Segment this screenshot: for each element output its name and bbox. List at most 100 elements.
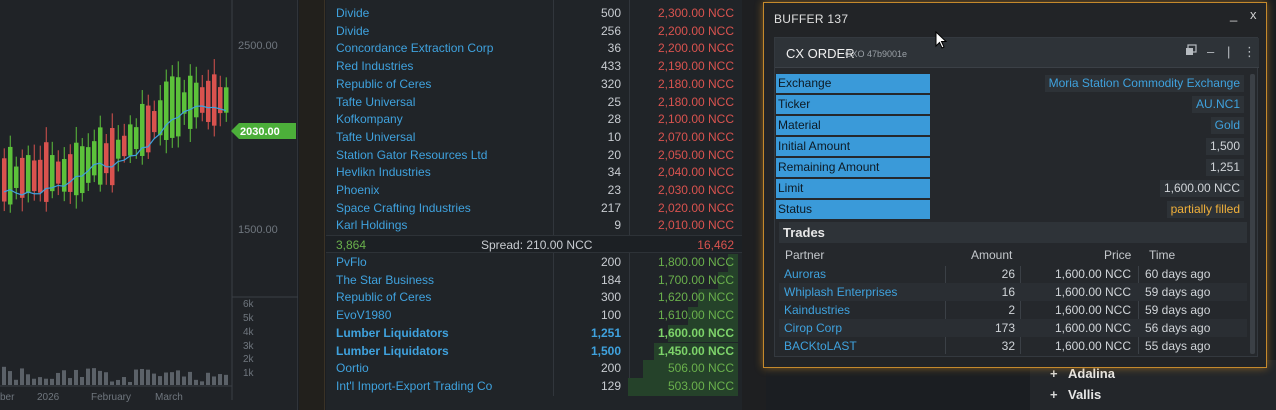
collapse-icon[interactable]: –: [1207, 44, 1215, 59]
minimize-button[interactable]: _: [1230, 7, 1238, 22]
volume-bar: [98, 370, 102, 385]
ask-row[interactable]: Phoenix 23 2,030.00 NCC: [326, 182, 742, 200]
company-name[interactable]: PvFlo: [336, 255, 367, 269]
ask-row[interactable]: Tafte Universal 10 2,070.00 NCC: [326, 129, 742, 147]
bid-row[interactable]: Lumber Liquidators 1,251 1,600.00 NCC: [326, 324, 742, 343]
quantity: 200: [600, 361, 621, 376]
company-name[interactable]: Red Industries: [336, 59, 414, 74]
company-name[interactable]: Republic of Ceres: [336, 290, 432, 305]
ask-row[interactable]: Divide 500 2,300.00 NCC: [326, 5, 742, 23]
ask-row[interactable]: Kofkompany 28 2,100.00 NCC: [326, 111, 742, 129]
trade-partner[interactable]: Kaindustries: [784, 303, 851, 317]
company-name[interactable]: Kofkompany: [336, 112, 403, 127]
volume-bar: [32, 378, 36, 385]
ask-row[interactable]: Karl Holdings 9 2,010.00 NCC: [326, 217, 742, 235]
more-options-icon[interactable]: ⋮: [1243, 44, 1256, 59]
bid-total: 3,864: [336, 238, 367, 252]
field-row-material: Material Gold: [775, 116, 1247, 135]
list-item-vallis[interactable]: + Vallis: [1050, 385, 1101, 405]
ask-row[interactable]: Red Industries 433 2,190.00 NCC: [326, 58, 742, 76]
trade-partner[interactable]: BACKtoLAST: [784, 339, 857, 353]
ask-row[interactable]: Republic of Ceres 320 2,180.00 NCC: [326, 76, 742, 94]
trade-time: 60 days ago: [1145, 267, 1211, 281]
quantity: 20: [607, 147, 621, 162]
quantity: 256: [600, 23, 621, 38]
bid-row[interactable]: Lumber Liquidators 1,500 1,450.00 NCC: [326, 342, 742, 361]
company-name[interactable]: Phoenix: [336, 183, 380, 197]
field-value: partially filled: [1166, 201, 1244, 218]
price-chart[interactable]: 2500.00 1500.00 2030.00 6k 5k 4k 3k 2k 1…: [0, 0, 298, 410]
quantity: 184: [600, 272, 621, 287]
list-item-label: Vallis: [1068, 387, 1102, 402]
company-name[interactable]: Republic of Ceres: [336, 76, 432, 91]
expand-icon[interactable]: +: [1050, 387, 1058, 402]
company-name[interactable]: EvoV1980: [336, 308, 392, 323]
ask-total: 16,462: [697, 238, 734, 252]
company-name[interactable]: Divide: [336, 6, 370, 20]
scrollbar[interactable]: [1250, 74, 1255, 354]
field-value[interactable]: AU.NC1: [1191, 96, 1244, 113]
ask-row[interactable]: Concordance Extraction Corp 36 2,200.00 NC…: [326, 40, 742, 58]
expand-icon[interactable]: +: [1050, 366, 1058, 381]
field-row-initial-amount: Initial Amount 1,500: [775, 137, 1247, 156]
volume-bar: [134, 369, 138, 385]
list-item-adalina[interactable]: + Adalina: [1050, 364, 1115, 384]
cx-order-id: CXO 47b9001e: [845, 49, 908, 59]
company-name[interactable]: Lumber Liquidators: [336, 343, 449, 358]
price: 1,800.00 NCC: [657, 255, 734, 269]
company-name[interactable]: Karl Holdings: [336, 218, 408, 233]
field-row-limit: Limit 1,600.00 NCC: [775, 179, 1247, 198]
volume-bar: [194, 379, 198, 385]
ask-row[interactable]: Hevlikn Industries 34 2,040.00 NCC: [326, 164, 742, 182]
field-value[interactable]: Moria Station Commodity Exchange: [1044, 75, 1244, 92]
price-chart-panel[interactable]: 2500.00 1500.00 2030.00 6k 5k 4k 3k 2k 1…: [0, 0, 298, 410]
bid-row[interactable]: Oortio 200 506.00 NCC: [326, 360, 742, 378]
company-name[interactable]: Space Crafting Industries: [336, 200, 471, 215]
bid-row[interactable]: PvFlo 200 1,800.00 NCC: [326, 254, 742, 272]
field-row-remaining-amount: Remaining Amount 1,251: [775, 158, 1247, 177]
popout-icon[interactable]: [1185, 44, 1197, 59]
quantity: 129: [600, 378, 621, 393]
trade-amount: 26: [1001, 267, 1015, 281]
cx-order-panel: CX ORDER CXO 47b9001e – | ⋮ Exchange Mori…: [774, 37, 1259, 357]
company-name[interactable]: Tafte Universal: [336, 94, 416, 109]
mouse-cursor-icon: [935, 31, 948, 49]
company-name[interactable]: Divide: [336, 23, 370, 38]
cx-order-title: CX ORDER: [786, 46, 855, 61]
company-name[interactable]: Int'l Import-Export Trading Co: [336, 378, 493, 393]
ask-row[interactable]: Station Gator Resources Ltd 20 2,050.00 NC…: [326, 147, 742, 165]
company-name[interactable]: Tafte Universal: [336, 129, 416, 144]
company-name[interactable]: Hevlikn Industries: [336, 165, 431, 180]
company-name[interactable]: Lumber Liquidators: [336, 325, 449, 340]
volume-bar: [110, 381, 114, 385]
close-button[interactable]: x: [1250, 7, 1257, 22]
field-value[interactable]: Gold: [1210, 117, 1244, 134]
bid-row[interactable]: EvoV1980 100 1,610.00 NCC: [326, 307, 742, 325]
quantity: 25: [607, 94, 621, 109]
volume-bar: [80, 376, 84, 385]
ask-row[interactable]: Space Crafting Industries 217 2,020.00 NCC: [326, 200, 742, 218]
trade-partner[interactable]: Whiplash Enterprises: [784, 285, 898, 299]
price: 2,050.00 NCC: [657, 147, 734, 162]
price: 2,190.00 NCC: [657, 59, 734, 74]
company-name[interactable]: Station Gator Resources Ltd: [336, 147, 488, 162]
trade-time: 56 days ago: [1145, 321, 1211, 335]
depth-bar: [668, 324, 738, 343]
volume-bar: [224, 374, 228, 385]
trade-partner[interactable]: Auroras: [784, 267, 827, 281]
trade-amount: 173: [994, 321, 1015, 335]
moving-average-line: [3, 105, 227, 196]
ask-row[interactable]: Divide 256 2,200.00 NCC: [326, 23, 742, 41]
volume-bar: [116, 379, 120, 385]
bid-row[interactable]: Republic of Ceres 300 1,620.00 NCC: [326, 289, 742, 308]
ask-row[interactable]: Tafte Universal 25 2,180.00 NCC: [326, 94, 742, 112]
bid-row[interactable]: The Star Business 184 1,700.00 NCC: [326, 271, 742, 290]
trade-partner[interactable]: Cirop Corp: [784, 321, 843, 335]
company-name[interactable]: Concordance Extraction Corp: [336, 41, 494, 56]
bid-row[interactable]: Int'l Import-Export Trading Co 129 503.00 …: [326, 377, 742, 396]
volume-bar: [176, 370, 180, 385]
company-name[interactable]: Oortio: [336, 361, 369, 376]
volume-bars: [2, 366, 228, 385]
buffer-window[interactable]: BUFFER 137 _ x CX ORDER CXO 47b9001e – |…: [763, 2, 1267, 368]
company-name[interactable]: The Star Business: [336, 272, 435, 287]
